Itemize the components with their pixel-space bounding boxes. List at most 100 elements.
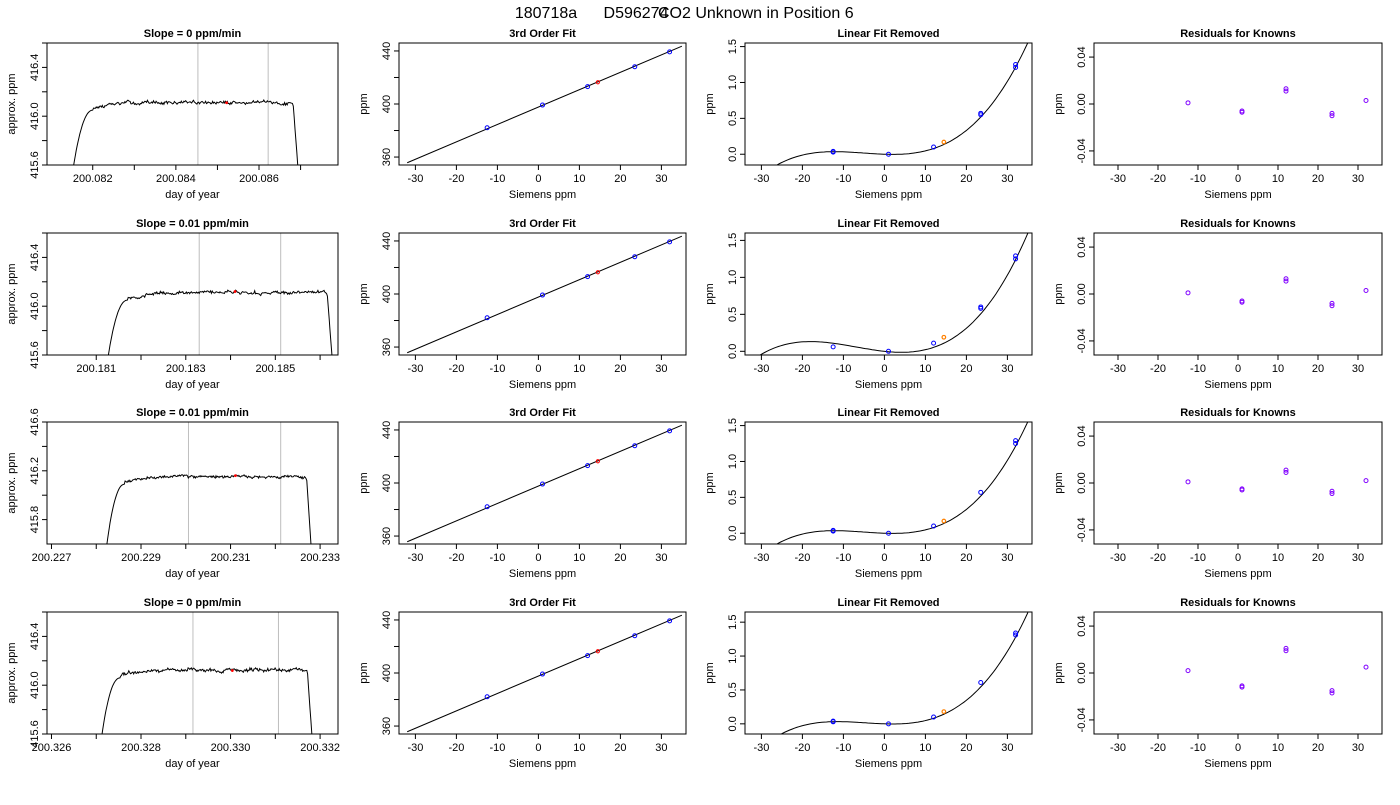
ppm-trace-line: [107, 289, 333, 355]
residual-point: [1329, 113, 1335, 119]
x-tick-label: -30: [1110, 363, 1126, 375]
plot-area: [106, 422, 312, 544]
x-tick-label: 200.181: [76, 363, 116, 375]
x-axis-label: Siemens ppm: [1204, 758, 1271, 770]
y-tick-label: 0.04: [1076, 46, 1088, 67]
plot-frame: [1093, 232, 1383, 356]
residual-point: [1363, 664, 1369, 670]
known-point: [484, 125, 490, 131]
ppm-trace-line: [101, 666, 313, 734]
known-point: [540, 292, 545, 298]
y-tick-label: 1.0: [727, 648, 739, 663]
x-tick-label: 0: [1235, 363, 1241, 375]
panel-residuals-row-4: Residuals for Knowns -30 -20 -10 0 10 20 30 -0.0…: [1053, 597, 1383, 770]
plot-frame: [398, 42, 687, 166]
panel-title: Linear Fit Removed: [837, 218, 939, 230]
panel-title: Linear Fit Removed: [837, 407, 939, 419]
x-tick-label: 20: [1312, 742, 1324, 754]
plot-area: [407, 614, 683, 733]
x-tick-label: 10: [1272, 742, 1284, 754]
x-tick-label: 0: [535, 742, 541, 754]
x-tick-label: 200.084: [156, 173, 196, 185]
x-tick-label: 0: [535, 173, 541, 185]
x-tick-label: -10: [835, 742, 851, 754]
plot-frame: [398, 611, 687, 735]
x-tick-label: 200.231: [211, 552, 251, 564]
y-tick-label: 415.6: [29, 341, 41, 369]
unknown-point: [595, 270, 600, 275]
known-point: [667, 239, 673, 245]
known-point: [632, 443, 638, 449]
x-axis-label: Siemens ppm: [1204, 379, 1271, 391]
x-tick-label: 200.330: [211, 742, 251, 754]
known-point: [886, 151, 891, 157]
x-tick-label: 0: [1235, 742, 1241, 754]
panel-trace-row-1: Slope = 0 ppm/min 200.082 200.084 200.086 41…: [6, 28, 339, 201]
known-point: [1013, 64, 1019, 70]
y-tick-label: -0.04: [1076, 328, 1088, 353]
x-axis-label: Siemens ppm: [855, 189, 922, 201]
y-tick-label: 416.6: [29, 408, 41, 436]
residual-point: [1283, 276, 1289, 282]
x-tick-label: 0: [535, 363, 541, 375]
unknown-point: [941, 139, 947, 145]
y-tick-label: 440: [381, 232, 393, 250]
y-axis-label: approx. ppm: [6, 452, 18, 513]
y-axis-label: ppm: [358, 662, 370, 683]
residual-point: [1239, 683, 1245, 689]
known-point: [667, 618, 673, 624]
panel-trace-row-2: Slope = 0.01 ppm/min 200.181 200.183 200.18…: [6, 218, 339, 391]
x-axis-label: Siemens ppm: [509, 379, 576, 391]
y-tick-label: 0.5: [727, 490, 739, 505]
mean-marker: [225, 101, 228, 105]
panel-residuals-row-2: Residuals for Knowns -30 -20 -10 0 10 20 30 -0.0…: [1053, 218, 1383, 391]
unknown-point: [941, 709, 947, 715]
known-point: [667, 49, 673, 55]
panel-title: Slope = 0.01 ppm/min: [136, 407, 249, 419]
x-axis-label: Siemens ppm: [509, 189, 576, 201]
x-tick-label: 20: [1312, 363, 1324, 375]
x-tick-label: -30: [753, 173, 769, 185]
x-tick-label: 30: [655, 742, 667, 754]
known-point: [484, 694, 490, 700]
known-point: [540, 102, 545, 108]
cubic-curve: [775, 422, 1029, 544]
y-tick-label: 0.04: [1076, 236, 1088, 257]
residual-point: [1239, 486, 1245, 492]
plot-area: [407, 424, 683, 543]
figure-description: CO2 Unknown in Position 6: [658, 5, 854, 22]
x-tick-label: 10: [573, 552, 585, 564]
x-tick-label: 10: [919, 742, 931, 754]
y-tick-label: 415.6: [29, 151, 41, 179]
panel-fit-row-1: 3rd Order Fit -30 -20 -10 0 10 20 30 360 400 440 Si…: [358, 28, 687, 201]
known-point: [978, 489, 984, 495]
plot-frame: [744, 611, 1033, 735]
panel-trace-row-4: Slope = 0 ppm/min 200.326 200.328 200.330 20…: [6, 597, 340, 770]
x-tick-label: 10: [1272, 363, 1284, 375]
plot-area: [775, 422, 1029, 544]
x-tick-label: -20: [1150, 742, 1166, 754]
x-tick-label: 10: [919, 552, 931, 564]
x-tick-label: 0: [1235, 173, 1241, 185]
y-tick-label: 0.5: [727, 307, 739, 322]
x-tick-label: 0: [881, 173, 887, 185]
x-tick-label: -20: [1150, 173, 1166, 185]
x-tick-label: 10: [1272, 552, 1284, 564]
x-tick-label: -20: [448, 742, 464, 754]
x-tick-label: 30: [1352, 742, 1364, 754]
x-tick-label: -30: [753, 552, 769, 564]
known-point: [931, 340, 937, 346]
cubic-curve: [775, 43, 1029, 165]
known-point: [585, 653, 591, 659]
x-tick-label: -20: [448, 173, 464, 185]
residual-point: [1283, 86, 1289, 92]
known-point: [667, 428, 673, 434]
y-axis-label: ppm: [1053, 662, 1065, 683]
y-tick-label: 0.0: [727, 147, 739, 162]
y-tick-label: 400: [381, 664, 393, 682]
x-tick-label: 10: [573, 173, 585, 185]
mean-marker: [234, 474, 237, 478]
mean-marker: [233, 290, 237, 293]
y-tick-label: 0.5: [727, 682, 739, 697]
residual-point: [1329, 688, 1335, 694]
